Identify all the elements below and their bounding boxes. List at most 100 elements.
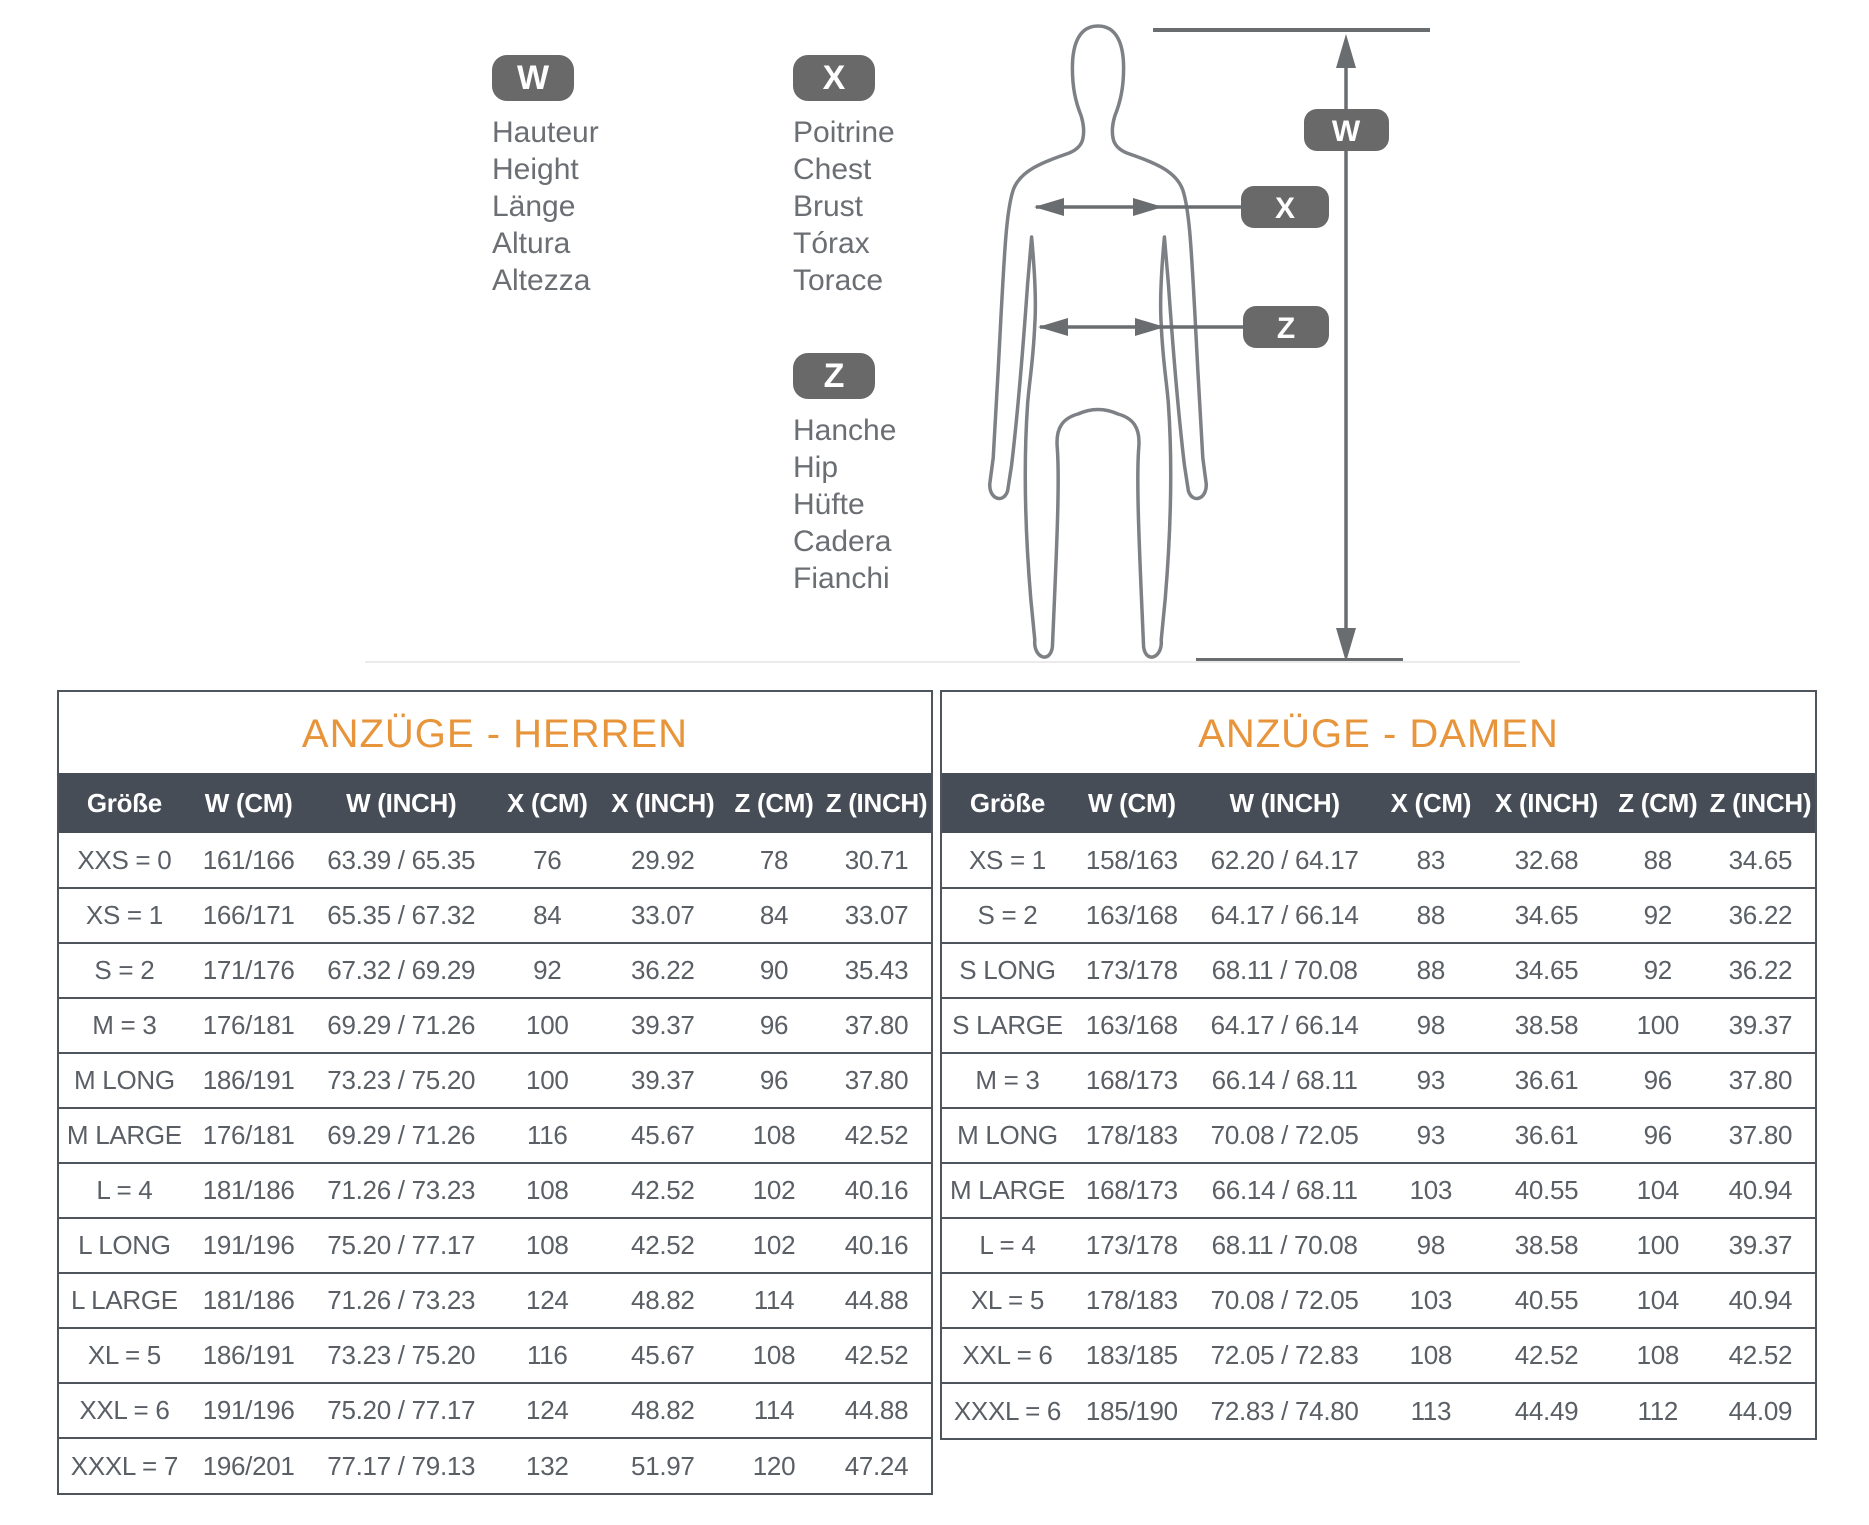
table-row: XS = 1 166/171 65.35 / 67.32 84 33.07 84 33.07 bbox=[59, 887, 931, 943]
size-label-cell: XXL = 6 bbox=[942, 1327, 1073, 1383]
measurement-cell: 38.58 bbox=[1483, 1217, 1610, 1273]
column-header: X (INCH) bbox=[1483, 773, 1610, 833]
column-header: Z (CM) bbox=[1609, 773, 1706, 833]
size-label-cell: XXL = 6 bbox=[59, 1382, 190, 1438]
measurement-cell: 83 bbox=[1416, 844, 1446, 875]
measurement-cell: 63.39 / 65.35 bbox=[327, 844, 476, 875]
measurement-cell: 163/168 bbox=[1072, 997, 1191, 1053]
measurement-cell: 34.65 bbox=[1483, 942, 1610, 998]
size-label-cell: S LONG bbox=[942, 942, 1073, 998]
size-label-cell: S = 2 bbox=[59, 942, 190, 998]
size-label-cell: M LARGE bbox=[942, 1162, 1073, 1218]
w-badge: W bbox=[492, 55, 574, 101]
measurement-cell: 124 bbox=[494, 1382, 600, 1438]
size-label-cell: S = 2 bbox=[942, 887, 1073, 943]
measurement-cell: 40.94 bbox=[1705, 1162, 1815, 1218]
table-row: M LARGE 168/173 66.14 / 68.11 103 40.55 104 40… bbox=[942, 1162, 1815, 1218]
height-measure-line bbox=[1153, 28, 1430, 662]
z-badge: Z bbox=[793, 353, 875, 399]
measurement-cell: 108 bbox=[726, 1327, 822, 1383]
size-label-cell: XXXL = 7 bbox=[59, 1437, 190, 1493]
label-line: Tórax bbox=[793, 227, 870, 260]
table-row: XXXL = 7 196/201 77.17 / 79.13 132 51.97 120 4… bbox=[59, 1437, 931, 1493]
table-row: XS = 1 158/163 62.20 / 64.17 83 32.68 88 34.65 bbox=[942, 833, 1815, 888]
measurement-cell: 191/196 bbox=[189, 1217, 308, 1273]
measurement-cell: 48.82 bbox=[599, 1272, 727, 1328]
measurement-cell: 72.05 / 72.83 bbox=[1190, 1327, 1379, 1383]
measurement-cell: 30.71 bbox=[844, 844, 909, 875]
table-row: L = 4 173/178 68.11 / 70.08 98 38.58 100 39.37 bbox=[942, 1217, 1815, 1273]
diagram-bottom-rule bbox=[365, 661, 1520, 663]
table-row: L LARGE 181/186 71.26 / 73.23 124 48.82 114 44… bbox=[59, 1272, 931, 1328]
measurement-cell: 120 bbox=[726, 1437, 822, 1493]
size-label-cell: XL = 5 bbox=[942, 1272, 1073, 1328]
legend-height: W Hauteur Height Länge Altura Altezza bbox=[492, 55, 599, 299]
measurement-cell: 42.52 bbox=[599, 1217, 727, 1273]
table-row: XXS = 0 161/166 63.39 / 65.35 76 29.92 78 30.7… bbox=[59, 833, 931, 888]
hip-labels: Hanche Hip Hüfte Cadera Fianchi bbox=[793, 412, 896, 597]
measurement-cell: 44.88 bbox=[821, 1382, 931, 1438]
measurement-cell: 108 bbox=[494, 1217, 600, 1273]
column-header: W (CM) bbox=[189, 773, 308, 833]
measurement-cell: 124 bbox=[494, 1272, 600, 1328]
table-title-damen: ANZÜGE - DAMEN bbox=[1198, 712, 1559, 756]
table-row: S = 2 163/168 64.17 / 66.14 88 34.65 92 36.22 bbox=[942, 887, 1815, 943]
measurement-cell: 42.52 bbox=[821, 1107, 931, 1163]
measurement-cell: 36.22 bbox=[1705, 942, 1815, 998]
measurement-cell: 103 bbox=[1378, 1272, 1484, 1328]
measurement-cell: 36.22 bbox=[599, 942, 727, 998]
table-title-herren: ANZÜGE - HERREN bbox=[301, 712, 689, 756]
table-row: M LONG 186/191 73.23 / 75.20 100 39.37 96 37.8… bbox=[59, 1052, 931, 1108]
measurement-cell: 100 bbox=[494, 997, 600, 1053]
measurement-cell: 92 bbox=[1609, 887, 1706, 943]
measurement-cell: 45.67 bbox=[599, 1107, 727, 1163]
measurement-cell: 166/171 bbox=[189, 887, 308, 943]
measurement-cell: 34.65 bbox=[1728, 844, 1793, 875]
measurement-cell: 69.29 / 71.26 bbox=[307, 997, 495, 1053]
label-line: Poitrine bbox=[793, 116, 895, 149]
label-line: Altezza bbox=[492, 264, 591, 297]
table-row: M = 3 168/173 66.14 / 68.11 93 36.61 96 37.80 bbox=[942, 1052, 1815, 1108]
measurement-cell: 168/173 bbox=[1072, 1162, 1191, 1218]
measurement-cell: 75.20 / 77.17 bbox=[307, 1382, 495, 1438]
measurement-cell: 96 bbox=[726, 997, 822, 1053]
table-herren-box: ANZÜGE - HERREN Größe W (CM) W (INCH) X (CM… bbox=[57, 690, 933, 1495]
label-line: Hip bbox=[793, 451, 839, 484]
size-label-cell: L = 4 bbox=[59, 1162, 190, 1218]
measurement-cell: 73.23 / 75.20 bbox=[307, 1327, 495, 1383]
measurement-cell: 48.82 bbox=[599, 1382, 727, 1438]
measurement-cell: 104 bbox=[1609, 1272, 1706, 1328]
measurement-cell: 171/176 bbox=[189, 942, 308, 998]
table-row: M LARGE 176/181 69.29 / 71.26 116 45.67 108 42… bbox=[59, 1107, 931, 1163]
measurement-cell: 84 bbox=[494, 887, 600, 943]
measurement-cell: 88 bbox=[1378, 942, 1484, 998]
measurement-cell: 78 bbox=[759, 844, 789, 875]
measurement-cell: 158/163 bbox=[1085, 844, 1178, 875]
header-row: Größe W (CM) W (INCH) X (CM) X (INCH) Z (CM) Z… bbox=[59, 773, 931, 833]
measurement-cell: 47.24 bbox=[821, 1437, 931, 1493]
measurement-cell: 44.88 bbox=[821, 1272, 931, 1328]
measurement-cell: 36.22 bbox=[1705, 887, 1815, 943]
table-row: M LONG 178/183 70.08 / 72.05 93 36.61 96 37.80 bbox=[942, 1107, 1815, 1163]
measurement-cell: 71.26 / 73.23 bbox=[307, 1272, 495, 1328]
measurement-cell: 75.20 / 77.17 bbox=[307, 1217, 495, 1273]
measurement-cell: 71.26 / 73.23 bbox=[307, 1162, 495, 1218]
measurement-cell: 38.58 bbox=[1483, 997, 1610, 1053]
measurement-cell: 37.80 bbox=[1705, 1052, 1815, 1108]
column-header: X (CM) bbox=[1378, 773, 1484, 833]
measurement-cell: 108 bbox=[726, 1107, 822, 1163]
measurement-cell: 108 bbox=[1609, 1327, 1706, 1383]
measurement-cell: 42.52 bbox=[821, 1327, 931, 1383]
measurement-cell: 88 bbox=[1378, 887, 1484, 943]
measurement-cell: 100 bbox=[1609, 1217, 1706, 1273]
measurement-cell: 33.07 bbox=[599, 887, 727, 943]
measurement-cell: 65.35 / 67.32 bbox=[307, 887, 495, 943]
measurement-cell: 40.55 bbox=[1483, 1162, 1610, 1218]
measurement-cell: 113 bbox=[1378, 1382, 1484, 1438]
size-label-cell: L LONG bbox=[59, 1217, 190, 1273]
measurement-cell: 40.16 bbox=[821, 1217, 931, 1273]
column-header: Z (CM) bbox=[726, 773, 822, 833]
measurement-cell: 183/185 bbox=[1072, 1327, 1191, 1383]
measurement-cell: 34.65 bbox=[1483, 887, 1610, 943]
